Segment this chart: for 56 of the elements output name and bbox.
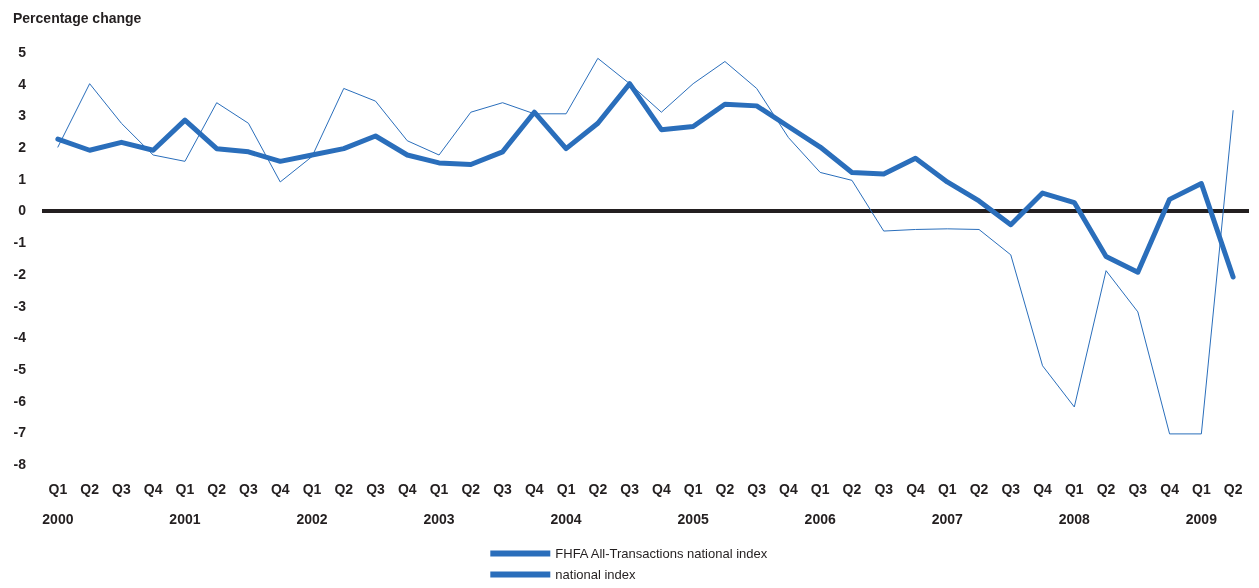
y-tick-label: 5 <box>18 44 27 60</box>
legend-label: FHFA All-Transactions national index <box>555 546 768 561</box>
x-tick-label: Q3 <box>112 481 131 497</box>
y-axis-title: Percentage change <box>13 10 142 26</box>
x-tick-label: Q2 <box>1096 481 1116 497</box>
x-tick-label: Q1 2000 <box>42 481 74 527</box>
x-tick-label: Q4 <box>779 481 798 497</box>
x-tick-label: Q3 <box>747 481 767 497</box>
y-tick-label: 2 <box>18 139 27 156</box>
x-tick-label: Q1 2009 <box>1185 481 1218 527</box>
x-tick-label: Q2 <box>715 481 735 497</box>
x-tick-label: Q1 2004 <box>550 481 582 527</box>
y-tick-label: -6 <box>13 392 27 409</box>
y-tick-label: -3 <box>13 297 27 314</box>
x-tick-label: Q3 <box>1001 481 1021 497</box>
x-tick-label: Q2 <box>1223 481 1243 497</box>
x-tick-label: Q3 <box>1128 481 1148 497</box>
x-tick-label: Q3 <box>366 481 386 497</box>
x-tick-label: Q4 <box>1160 481 1180 497</box>
x-tick-label: Q2 <box>588 481 608 497</box>
x-tick-label: Q4 <box>270 481 290 497</box>
x-tick-label: Q3 <box>493 481 513 497</box>
x-tick-label: Q1 2002 <box>296 481 328 527</box>
x-tick-label: Q3 <box>239 481 259 497</box>
x-tick-label: Q2 <box>969 481 989 497</box>
x-tick-label: Q4 <box>397 481 417 497</box>
y-tick-label: 1 <box>18 170 27 187</box>
x-tick-label: Q3 <box>874 481 894 497</box>
y-tick-label: -5 <box>13 360 27 377</box>
x-tick-label: Q1 2006 <box>804 481 836 527</box>
x-tick-label: Q1 2008 <box>1058 481 1091 527</box>
x-tick-label: Q1 2003 <box>423 481 455 527</box>
x-tick-label: Q2 <box>80 481 100 497</box>
y-tick-label: -4 <box>13 329 27 346</box>
x-tick-label: Q4 <box>143 481 163 497</box>
legend-label: national index <box>555 567 637 582</box>
x-tick-label: Q4 <box>524 481 544 497</box>
x-tick-label: Q1 2005 <box>677 481 709 527</box>
x-tick-label: Q4 <box>906 481 926 497</box>
x-tick-label: Q2 <box>461 481 481 497</box>
x-tick-label: Q4 <box>652 481 671 497</box>
y-tick-label: -1 <box>13 234 27 251</box>
x-tick-label: Q1 2007 <box>931 481 964 527</box>
x-tick-label: Q3 <box>620 481 640 497</box>
y-tick-label: 3 <box>18 107 27 124</box>
x-tick-label: Q2 <box>842 481 862 497</box>
x-tick-label: Q2 <box>207 481 227 497</box>
y-tick-label: -8 <box>13 456 27 472</box>
y-tick-label: 4 <box>18 75 27 92</box>
x-tick-label: Q4 <box>1033 481 1053 497</box>
y-tick-label: 0 <box>18 202 27 219</box>
line-series <box>57 57 1234 435</box>
y-tick-label: -2 <box>13 265 27 282</box>
y-tick-label: -7 <box>13 424 27 441</box>
x-tick-label: Q1 2001 <box>169 481 201 527</box>
x-tick-label: Q2 <box>334 481 354 497</box>
